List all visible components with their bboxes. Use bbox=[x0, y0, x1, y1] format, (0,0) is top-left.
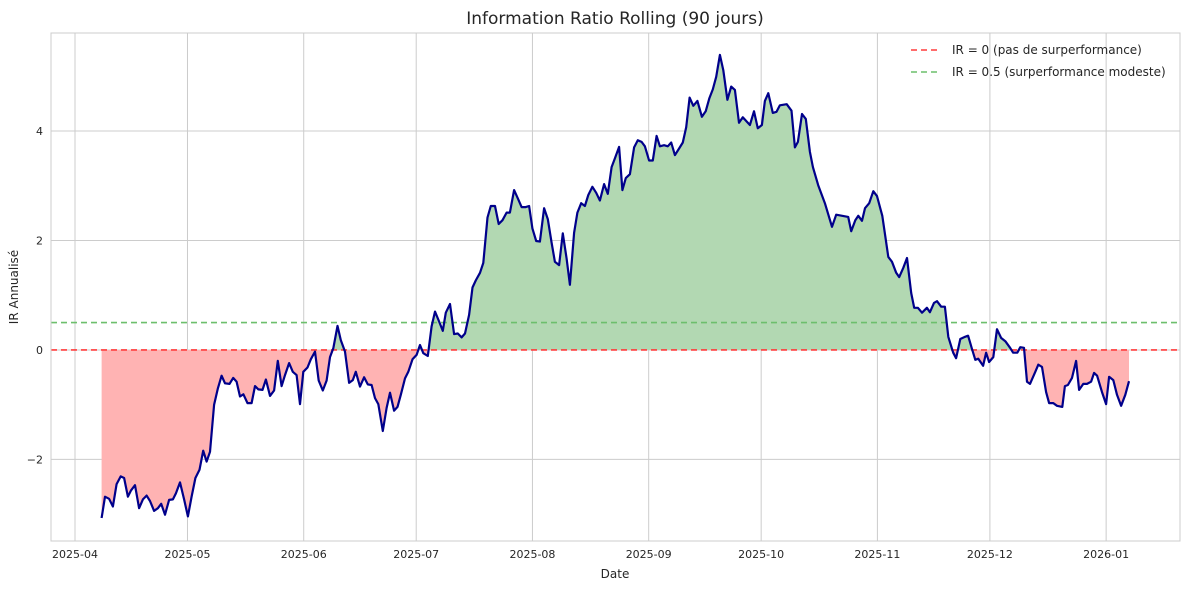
y-tick-label: 2 bbox=[36, 234, 43, 247]
positive-fill-area bbox=[102, 55, 1129, 518]
y-axis-ticks: −2 0 2 4 bbox=[27, 125, 43, 466]
x-tick-label: 2025-06 bbox=[281, 548, 327, 561]
x-tick-label: 2025-10 bbox=[738, 548, 784, 561]
x-tick-label: 2025-11 bbox=[854, 548, 900, 561]
x-tick-label: 2025-09 bbox=[626, 548, 672, 561]
y-tick-label: 0 bbox=[36, 344, 43, 357]
fill-areas bbox=[102, 55, 1129, 518]
legend-label: IR = 0.5 (surperformance modeste) bbox=[952, 65, 1166, 79]
y-tick-label: −2 bbox=[27, 453, 43, 466]
chart-title: Information Ratio Rolling (90 jours) bbox=[466, 9, 764, 29]
y-tick-label: 4 bbox=[36, 125, 43, 138]
legend-label: IR = 0 (pas de surperformance) bbox=[952, 43, 1142, 57]
y-axis-label: IR Annualisé bbox=[7, 250, 21, 324]
x-tick-label: 2025-05 bbox=[165, 548, 211, 561]
x-axis-ticks: 2025-04 2025-05 2025-06 2025-07 2025-08 2025-… bbox=[52, 548, 1129, 561]
x-axis-label: Date bbox=[601, 567, 630, 581]
x-tick-label: 2025-04 bbox=[52, 548, 98, 561]
x-tick-label: 2025-08 bbox=[509, 548, 555, 561]
x-tick-label: 2026-01 bbox=[1083, 548, 1129, 561]
legend: IR = 0 (pas de surperformance) IR = 0.5 (… bbox=[911, 43, 1166, 79]
x-tick-label: 2025-12 bbox=[967, 548, 1013, 561]
x-tick-label: 2025-07 bbox=[393, 548, 439, 561]
